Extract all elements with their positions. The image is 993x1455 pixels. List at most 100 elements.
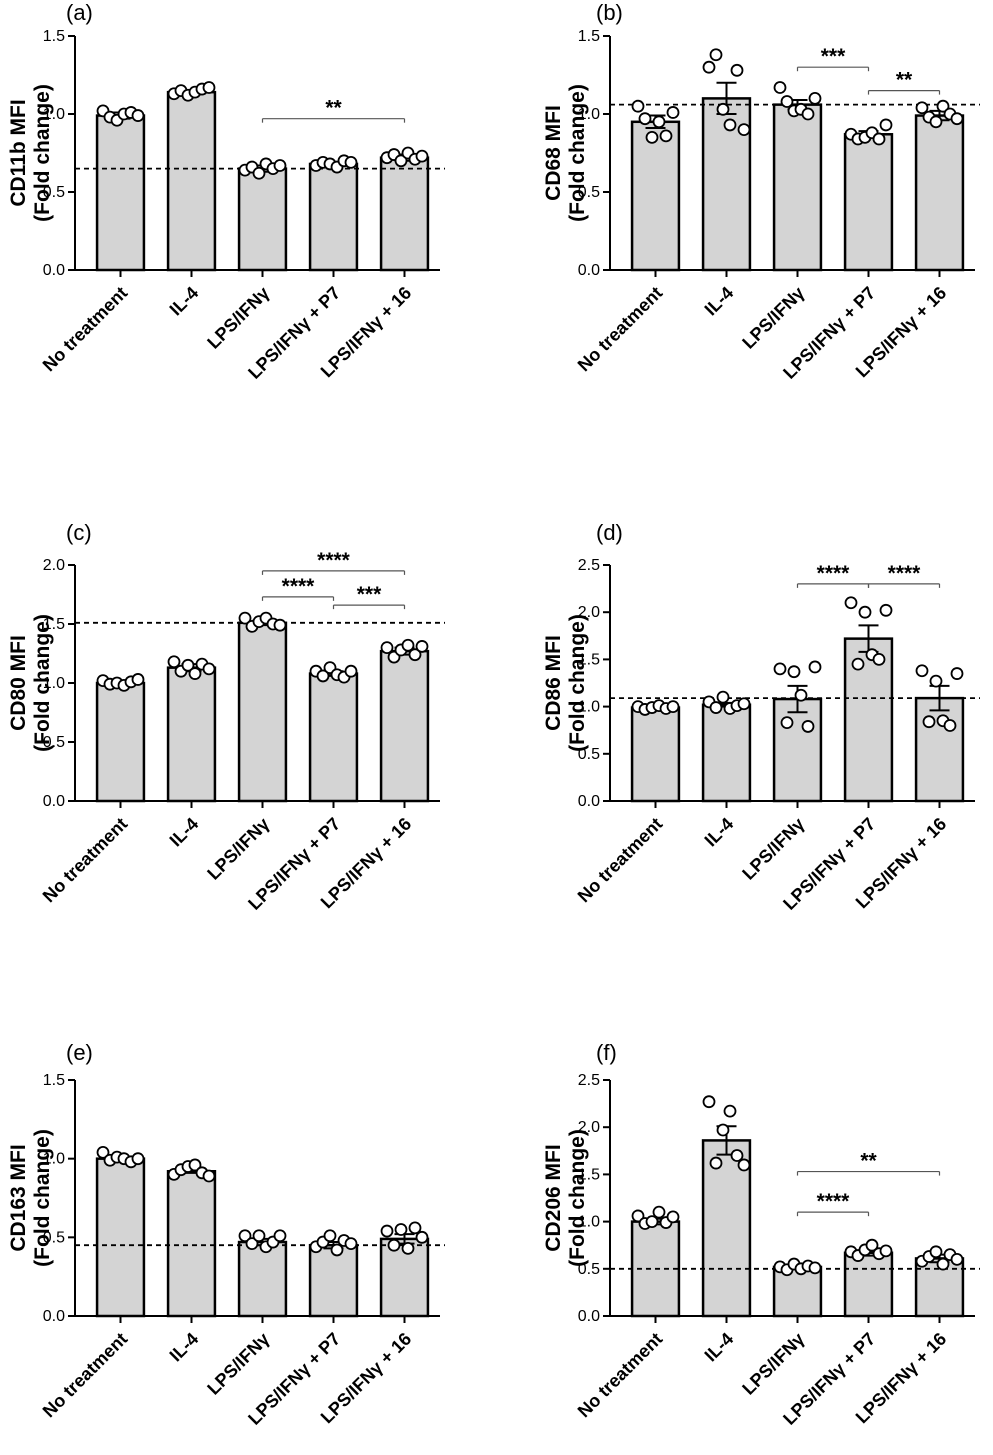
data-point — [872, 653, 886, 666]
data-point — [723, 118, 737, 132]
bar — [914, 696, 965, 803]
y-axis-label: CD163 MFI — [7, 1144, 30, 1251]
data-point — [408, 648, 422, 662]
category-label: IL-4 — [701, 814, 738, 851]
data-point — [929, 674, 943, 688]
significance-label: **** — [817, 1190, 851, 1213]
chart-panel: (f) CD206 MFI (Fold change) 0.0 0.5 1.0 1.5 2.0… — [542, 1040, 980, 1429]
data-point — [344, 1237, 358, 1251]
data-point — [865, 1238, 879, 1252]
data-point — [950, 112, 964, 126]
data-point — [659, 129, 673, 143]
data-point — [737, 697, 751, 711]
data-point — [344, 155, 358, 169]
y-axis-label: CD206 MFI — [542, 1144, 565, 1251]
y-tick-label: 1.0 — [43, 106, 65, 123]
y-tick-label: 0.5 — [578, 746, 600, 763]
y-axis-label: CD68 MFI — [542, 105, 565, 201]
data-point — [915, 101, 929, 115]
bar — [237, 621, 288, 803]
significance-label: ** — [325, 97, 342, 120]
data-point — [188, 667, 202, 680]
data-point — [323, 1229, 337, 1243]
data-point — [730, 63, 744, 77]
data-point — [936, 1257, 950, 1271]
data-point — [252, 1229, 266, 1243]
data-point — [716, 102, 730, 116]
data-point — [808, 1261, 822, 1275]
y-axis-label-unit: (Fold change) — [31, 1129, 54, 1267]
data-point — [709, 1156, 723, 1170]
data-point — [702, 1095, 716, 1109]
chart-panel: (a) CD11b MFI (Fold change) 0.0 0.5 1.0 1.5 No … — [7, 0, 445, 383]
bar — [95, 681, 146, 803]
bar — [843, 133, 894, 272]
data-point — [858, 605, 872, 619]
data-point — [709, 701, 723, 714]
data-point — [780, 95, 794, 108]
data-point — [273, 159, 287, 172]
y-tick-label: 0.0 — [578, 793, 600, 810]
bar — [237, 1240, 288, 1318]
chart-panel: (b) CD68 MFI (Fold change) 0.0 0.5 1.0 1.5 No t… — [542, 0, 980, 383]
data-point — [330, 1243, 344, 1257]
significance-label: **** — [888, 562, 922, 585]
chart-panel: (c) CD80 MFI (Fold change) 0.0 0.5 1.0 1.5 2.0 N… — [7, 520, 445, 914]
data-point — [131, 109, 145, 122]
panel-letter: (e) — [66, 1040, 93, 1065]
category-label: No treatment — [574, 1329, 667, 1422]
bar — [630, 706, 681, 803]
data-point — [780, 716, 794, 730]
data-point — [950, 1252, 964, 1266]
data-point — [929, 1245, 943, 1259]
significance-label: ** — [896, 69, 913, 92]
y-axis-label: CD80 MFI — [7, 635, 30, 731]
category-label: IL-4 — [701, 283, 738, 320]
bar — [379, 649, 430, 803]
y-tick-label: 2.0 — [578, 604, 600, 621]
category-label: LPS/IFNγ — [203, 283, 273, 353]
y-tick-label: 0.0 — [43, 793, 65, 810]
significance-label: *** — [821, 45, 846, 68]
y-tick-label: 1.5 — [578, 28, 600, 45]
bar — [772, 1265, 823, 1318]
significance-label: ** — [860, 1150, 877, 1173]
bar — [772, 697, 823, 803]
category-label: IL-4 — [701, 1329, 738, 1366]
data-point — [202, 662, 216, 676]
data-point — [666, 106, 680, 119]
y-tick-label: 1.5 — [43, 1072, 65, 1089]
data-point — [872, 132, 886, 146]
data-point — [273, 618, 287, 632]
y-tick-label: 0.0 — [43, 1308, 65, 1325]
bar — [630, 120, 681, 272]
data-point — [851, 657, 865, 671]
data-point — [645, 1215, 659, 1228]
y-axis-label: CD11b MFI — [7, 99, 30, 206]
data-point — [950, 667, 964, 680]
category-label: No treatment — [574, 283, 667, 376]
y-tick-label: 1.5 — [43, 616, 65, 633]
data-point — [394, 154, 408, 168]
data-point — [666, 700, 680, 713]
y-axis-label: CD86 MFI — [542, 635, 565, 731]
bar — [379, 156, 430, 272]
data-point — [394, 1223, 408, 1236]
y-tick-label: 0.0 — [578, 1308, 600, 1325]
bar — [166, 666, 217, 803]
data-point — [245, 1237, 259, 1251]
data-point — [879, 1244, 893, 1258]
bar — [95, 114, 146, 272]
data-point — [730, 1149, 744, 1162]
bar — [701, 703, 752, 803]
category-label: LPS/IFNγ — [738, 283, 808, 353]
data-point — [631, 99, 645, 113]
y-tick-label: 0.5 — [43, 184, 65, 201]
category-label: No treatment — [39, 814, 132, 907]
bar — [95, 1157, 146, 1318]
panel-letter: (a) — [66, 0, 93, 25]
data-point — [787, 665, 801, 679]
data-point — [929, 115, 943, 129]
data-point — [943, 719, 957, 732]
data-point — [936, 99, 950, 113]
